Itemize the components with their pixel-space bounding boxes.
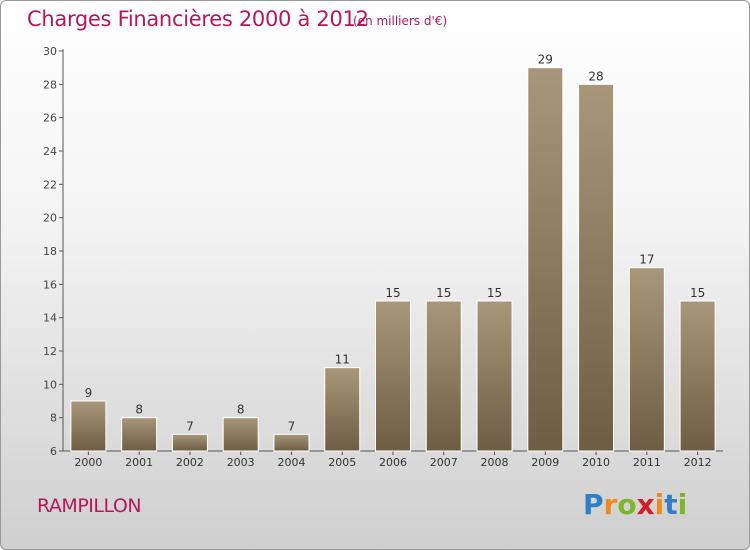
x-tick-label: 2008 <box>481 456 509 469</box>
bar <box>679 300 716 452</box>
x-tick-label: 2011 <box>633 456 661 469</box>
x-tick-label: 2006 <box>379 456 407 469</box>
proxiti-logo: Proxiti <box>583 488 687 521</box>
bar <box>425 300 462 452</box>
y-tick-label: 12 <box>43 345 57 358</box>
data-label: 15 <box>436 286 451 300</box>
logo-letter: P <box>583 488 604 521</box>
bar <box>578 83 615 452</box>
y-axis: 6 8 10 12 14 16 18 20 22 24 26 28 30 <box>43 45 64 458</box>
bar <box>222 417 259 452</box>
bar <box>324 367 361 452</box>
data-label: 17 <box>639 253 654 267</box>
chart-subtitle: (en milliers d'€) <box>353 14 448 28</box>
data-label: 9 <box>85 386 93 400</box>
x-tick-label: 2001 <box>125 456 153 469</box>
y-tick-label: 28 <box>43 78 57 91</box>
y-tick-label: 10 <box>43 378 57 391</box>
data-label: 8 <box>135 403 143 417</box>
logo-letter: x <box>636 488 655 521</box>
bar <box>527 67 564 452</box>
chart-title: Charges Financières 2000 à 2012 <box>27 7 369 31</box>
y-tick-label: 22 <box>43 178 57 191</box>
x-axis: 2000 2001 2002 2003 2004 2005 2006 2007 2008 2009… <box>63 450 723 469</box>
y-tick-label: 24 <box>43 145 57 158</box>
y-tick-label: 8 <box>50 412 57 425</box>
y-tick-label: 6 <box>50 445 57 458</box>
data-label: 8 <box>237 403 245 417</box>
data-label: 7 <box>288 419 296 433</box>
x-tick-label: 2004 <box>277 456 305 469</box>
x-tick-label: 2007 <box>430 456 458 469</box>
x-tick-label: 2000 <box>74 456 102 469</box>
x-tick-label: 2010 <box>582 456 610 469</box>
data-label: 29 <box>538 53 553 67</box>
data-label: 15 <box>690 286 705 300</box>
x-tick-label: 2003 <box>227 456 255 469</box>
logo-letter: i <box>677 488 688 521</box>
logo-letter: i <box>654 488 665 521</box>
bar <box>121 417 158 452</box>
bar <box>273 433 310 452</box>
bar <box>375 300 411 452</box>
logo-letter: r <box>603 488 618 521</box>
x-tick-label: 2005 <box>328 456 356 469</box>
data-label: 28 <box>588 69 603 83</box>
data-label: 15 <box>487 286 502 300</box>
data-labels: 9 8 7 8 7 11 15 15 15 29 28 17 15 <box>85 53 706 434</box>
data-label: 11 <box>335 353 350 367</box>
bar <box>628 267 665 452</box>
y-tick-label: 30 <box>43 45 57 58</box>
x-tick-label: 2012 <box>684 456 712 469</box>
logo-letter: o <box>617 488 637 521</box>
bar <box>70 400 107 452</box>
y-tick-label: 16 <box>43 278 57 291</box>
y-tick-label: 26 <box>43 112 57 125</box>
y-tick-label: 20 <box>43 212 57 225</box>
x-tick-label: 2002 <box>176 456 204 469</box>
bar <box>171 433 208 452</box>
y-tick-label: 14 <box>43 312 57 325</box>
bar <box>476 300 513 452</box>
data-label: 7 <box>186 419 194 433</box>
x-tick-label: 2009 <box>531 456 559 469</box>
data-label: 15 <box>385 286 400 300</box>
y-tick-label: 18 <box>43 245 57 258</box>
logo-letter: t <box>664 488 678 521</box>
place-name: RAMPILLON <box>37 495 142 517</box>
bars <box>70 67 716 452</box>
